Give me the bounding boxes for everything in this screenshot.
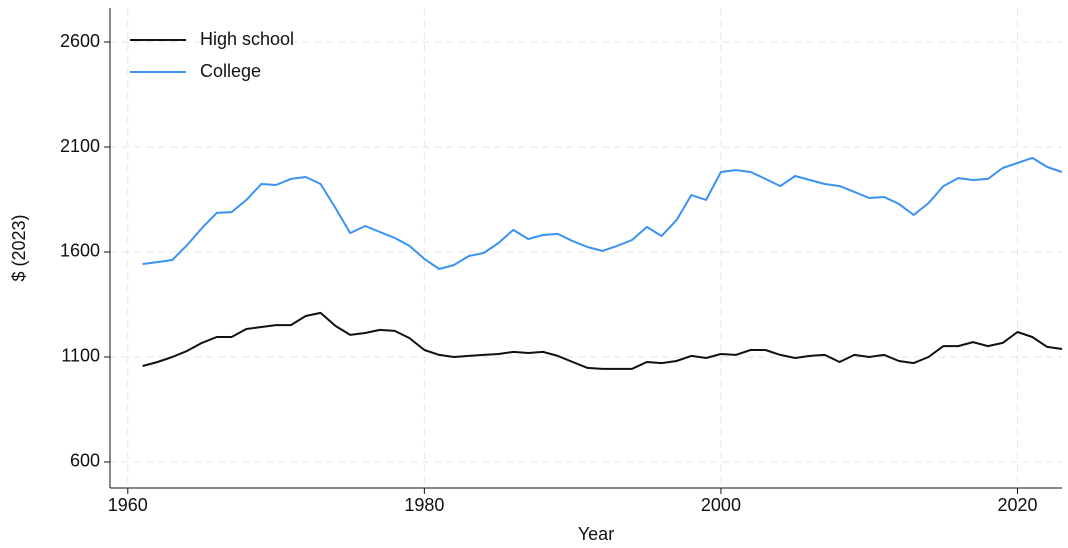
x-tick-label: 2020 <box>997 495 1037 515</box>
x-tick-label: 2000 <box>701 495 741 515</box>
y-tick-label: 2600 <box>60 31 100 51</box>
x-tick-label: 1980 <box>404 495 444 515</box>
x-tick-label: 1960 <box>108 495 148 515</box>
line-series <box>142 156 1063 270</box>
line-series <box>142 311 1063 370</box>
y-tick-label: 600 <box>70 451 100 471</box>
y-tick-label: 1100 <box>61 346 100 366</box>
legend-label: High school <box>200 29 294 49</box>
legend-label: College <box>200 61 261 81</box>
y-tick-label: 2100 <box>60 136 100 156</box>
y-axis-title: $ (2023) <box>9 214 29 281</box>
x-axis-title: Year <box>578 524 614 544</box>
y-tick-label: 1600 <box>60 241 100 261</box>
